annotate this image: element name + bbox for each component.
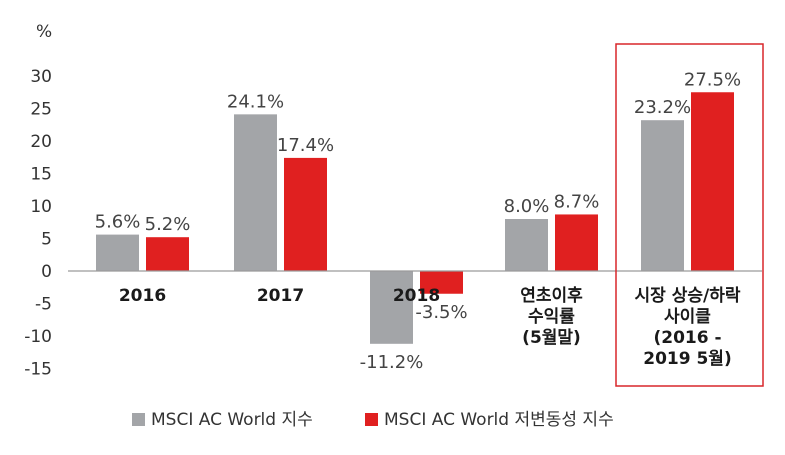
gray-bar-2 [234, 114, 277, 271]
y-tick-label: 10 [30, 197, 52, 217]
y-tick-label: 20 [30, 132, 52, 152]
data-label: -11.2% [360, 352, 424, 373]
category-label: 2019 5월) [643, 349, 731, 369]
category-label: 2017 [257, 286, 304, 306]
y-tick-label: -5 [35, 295, 52, 315]
data-label: -3.5% [415, 302, 467, 323]
category-label: 연초이후 [520, 285, 583, 306]
category-label: 시장 상승/하락 [635, 286, 741, 306]
gray-bar-5 [641, 120, 684, 271]
legend-label: MSCI AC World 저변동성 지수 [384, 410, 614, 430]
data-label: 23.2% [634, 97, 691, 118]
category-label: (5월말) [522, 327, 581, 348]
category-label: 수익률 [528, 307, 575, 327]
y-tick-label: -15 [24, 360, 52, 380]
data-label: 27.5% [684, 69, 741, 90]
gray-bar-3 [370, 271, 413, 344]
data-label: 8.0% [504, 196, 550, 217]
data-label: 8.7% [554, 191, 600, 212]
data-label: 5.2% [145, 214, 191, 235]
red-bar-5 [691, 92, 734, 271]
red-bar-2 [284, 157, 327, 271]
legend-swatch-gray [132, 413, 145, 426]
category-label: 2018 [393, 286, 440, 306]
y-tick-label: 30 [30, 67, 52, 87]
y-tick-label: 0 [41, 262, 52, 282]
category-label: 2016 [119, 286, 166, 306]
legend-swatch-red [365, 413, 378, 426]
red-bar-4 [555, 214, 598, 271]
y-tick-label: 5 [41, 230, 52, 250]
data-label: 5.6% [95, 212, 141, 233]
highlight-box [615, 43, 764, 387]
category-label: (2016 - [653, 328, 721, 348]
y-tick-label: 15 [30, 165, 52, 185]
gray-bar-4 [505, 219, 548, 271]
y-tick-label: 25 [30, 100, 52, 120]
legend-label: MSCI AC World 지수 [151, 410, 313, 430]
red-bar-3 [420, 271, 463, 294]
data-label: 24.1% [227, 91, 284, 112]
category-label: 사이클 [664, 307, 711, 327]
y-unit-label: % [36, 22, 52, 42]
red-bar-1 [146, 237, 189, 271]
y-tick-label: -10 [24, 327, 52, 347]
data-label: 17.4% [277, 135, 334, 156]
gray-bar-1 [96, 234, 139, 271]
